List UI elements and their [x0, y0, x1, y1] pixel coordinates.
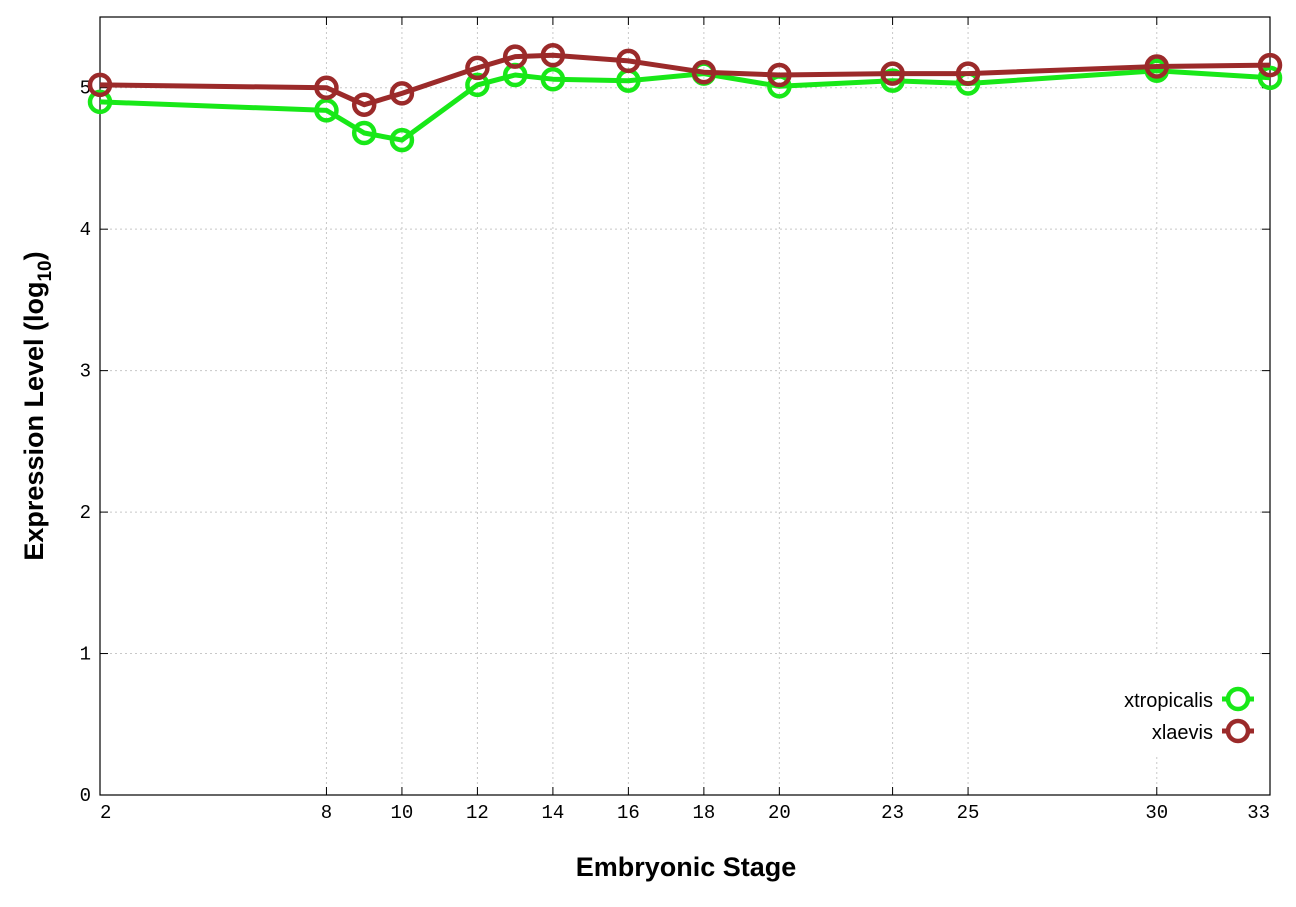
- data-point-xlaevis: [691, 59, 717, 85]
- x-tick-label: 16: [617, 802, 640, 824]
- data-point-xlaevis: [389, 81, 415, 106]
- plot-frame: [99, 16, 1271, 796]
- y-axis-title-main: Expression Level (log: [19, 282, 49, 561]
- data-point-xlaevis: [314, 75, 339, 100]
- y-tick-label: 1: [80, 644, 91, 666]
- x-tick-label: 33: [1247, 802, 1270, 824]
- x-tick-label: 2: [100, 802, 111, 824]
- data-point-xlaevis: [616, 48, 641, 74]
- data-point-xlaevis: [540, 42, 566, 68]
- legend-marker-xtropicalis: [1225, 686, 1251, 712]
- x-tick-label: 10: [391, 802, 414, 824]
- legend-label-xtropicalis: xtropicalis: [1124, 690, 1213, 712]
- data-point-xlaevis: [502, 44, 528, 69]
- data-point-xtropicalis: [351, 120, 377, 146]
- data-point-xlaevis: [880, 61, 905, 86]
- x-tick-label: 14: [541, 802, 564, 824]
- y-axis-title-subscript: 10: [35, 260, 56, 281]
- y-axis-title: Expression Level (log10): [19, 251, 56, 560]
- y-tick-label: 4: [80, 219, 91, 241]
- x-tick-label: 23: [881, 802, 904, 824]
- y-tick-label: 3: [80, 361, 91, 383]
- x-tick-label: 8: [321, 802, 332, 824]
- x-tick-label: 12: [466, 802, 489, 824]
- x-tick-label: 25: [957, 802, 980, 824]
- data-point-xtropicalis: [540, 66, 566, 92]
- x-axis-title: Embryonic Stage: [576, 852, 797, 882]
- x-tick-label: 30: [1145, 802, 1168, 824]
- y-axis-title-close: ): [19, 251, 49, 260]
- data-point-xlaevis: [1144, 54, 1170, 79]
- series-lines: [87, 42, 1283, 153]
- x-tick-label: 20: [768, 802, 791, 824]
- data-point-xtropicalis: [389, 127, 415, 153]
- data-point-xtropicalis: [465, 72, 490, 98]
- data-point-xlaevis: [87, 72, 113, 98]
- y-tick-label: 2: [80, 502, 91, 524]
- y-tick-label: 0: [80, 785, 91, 807]
- data-point-xlaevis: [465, 55, 490, 81]
- data-point-xlaevis: [351, 92, 377, 117]
- data-point-xtropicalis: [314, 98, 339, 123]
- legend-label-xlaevis: xlaevis: [1152, 722, 1213, 744]
- y-tick-label: 5: [80, 78, 91, 100]
- data-point-xtropicalis: [1257, 65, 1283, 91]
- x-tick-label: 18: [692, 802, 715, 824]
- data-point-xlaevis: [767, 62, 792, 88]
- series-line-xtropicalis: [99, 68, 1271, 143]
- data-point-xlaevis: [955, 61, 981, 86]
- data-point-xlaevis: [1257, 52, 1283, 78]
- legend-marker-xlaevis: [1225, 718, 1251, 744]
- legend: xtropicalis xlaevis: [1072, 655, 1262, 755]
- data-point-xtropicalis: [87, 89, 113, 115]
- series-line-xlaevis: [99, 52, 1271, 108]
